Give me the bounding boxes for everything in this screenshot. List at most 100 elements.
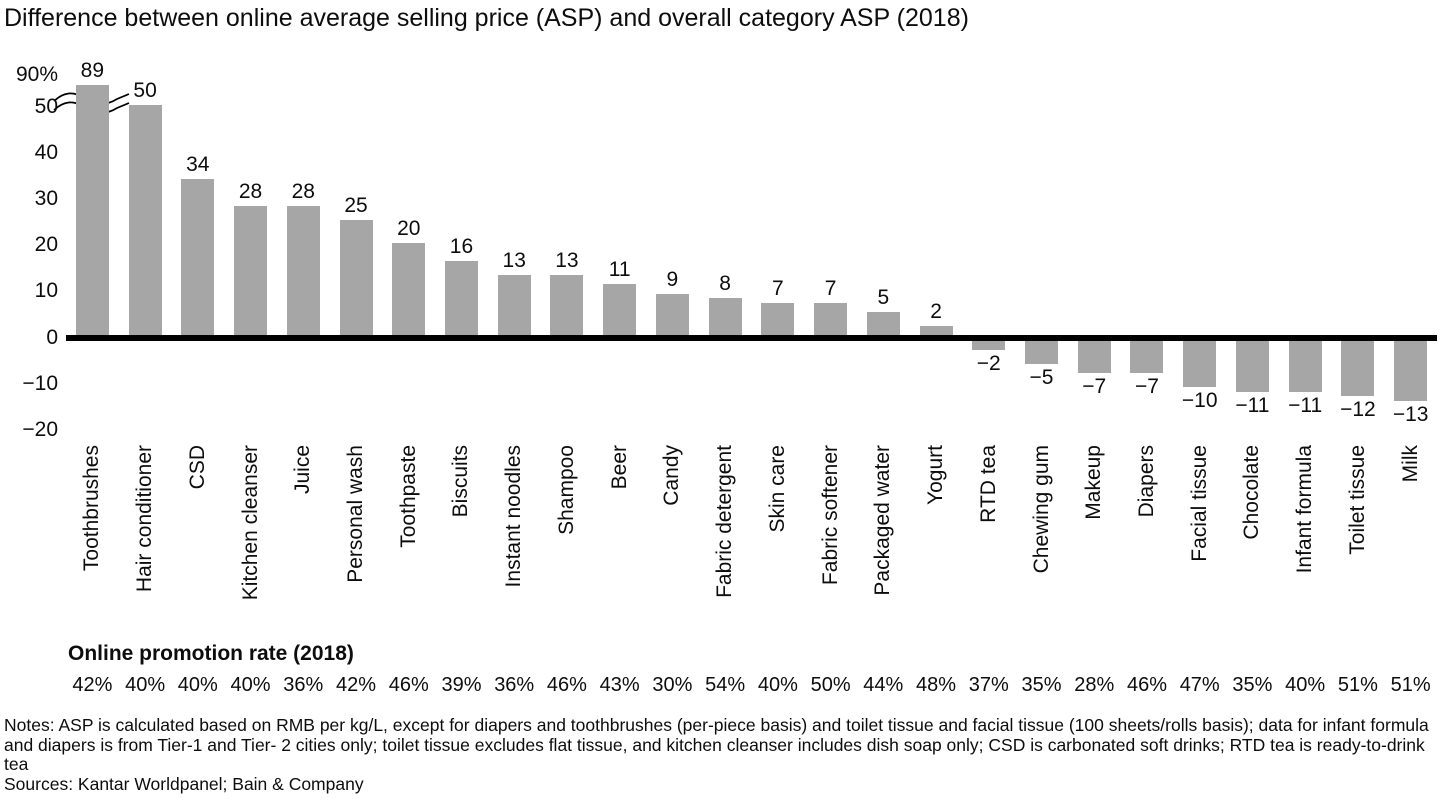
bar — [1130, 341, 1164, 374]
bar — [761, 302, 795, 335]
promo-rate-value: 40% — [1285, 674, 1326, 696]
promo-rate-value: 50% — [810, 674, 851, 696]
category-label: CSD — [185, 445, 209, 490]
bar — [181, 178, 215, 335]
category-label: Toothpaste — [396, 445, 420, 548]
promo-rate-value: 28% — [1074, 674, 1115, 696]
bar-value-label: 28 — [238, 180, 263, 204]
bar — [128, 105, 162, 335]
category-label: Toothbrushes — [80, 445, 104, 572]
bar-value-label: 8 — [719, 272, 731, 296]
promo-rate-value: 46% — [388, 674, 429, 696]
bar — [75, 85, 109, 335]
bar — [603, 284, 637, 335]
promo-rate-value: 42% — [72, 674, 113, 696]
promo-rate-value: 40% — [177, 674, 218, 696]
promo-rate-value: 39% — [441, 674, 482, 696]
bar-value-label: −7 — [1134, 375, 1159, 399]
y-tick-label: −20 — [22, 418, 58, 441]
chart-sources: Sources: Kantar Worldpanel; Bain & Compa… — [4, 773, 364, 794]
chart-title: Difference between online average sellin… — [4, 4, 969, 32]
bar — [497, 275, 531, 335]
bar — [1077, 341, 1111, 374]
category-label: Milk — [1398, 445, 1422, 483]
bar — [708, 298, 742, 335]
y-tick-label: 30 — [34, 187, 58, 210]
promo-rate-value: 42% — [336, 674, 377, 696]
bar — [550, 275, 584, 335]
bar-value-label: 7 — [772, 276, 784, 300]
y-tick-label: −10 — [22, 372, 58, 395]
bar-value-label: 25 — [344, 194, 368, 217]
promo-rate-value: 51% — [1337, 674, 1378, 696]
bar-value-label: 34 — [186, 152, 210, 176]
bar-value-label: 9 — [666, 267, 679, 291]
bar-value-label: 11 — [608, 258, 631, 282]
bar-value-label: 2 — [930, 299, 942, 323]
chart-footer: Notes: ASP is calculated based on RMB pe… — [4, 715, 1438, 794]
bar — [919, 325, 953, 335]
bar-value-label: −11 — [1235, 393, 1270, 417]
promo-rate-value: 36% — [283, 674, 324, 696]
category-label: Packaged water — [871, 445, 895, 596]
bar — [339, 220, 373, 335]
y-tick-label: 90% — [15, 63, 58, 86]
bar — [286, 206, 320, 335]
category-label: Yogurt — [924, 445, 948, 505]
category-label: Candy — [660, 445, 684, 506]
promo-rate-value: 46% — [546, 674, 587, 696]
promo-rate-value: 51% — [1390, 674, 1431, 696]
category-label: Instant noodles — [502, 445, 526, 588]
promo-rate-value: 35% — [1232, 674, 1273, 696]
category-label: Kitchen cleanser — [238, 445, 262, 601]
y-tick-label: 20 — [34, 233, 58, 256]
category-label: Chewing gum — [1029, 445, 1053, 574]
y-tick-label: 40 — [34, 141, 58, 164]
bar — [392, 243, 426, 335]
promo-rate-value: 40% — [757, 674, 798, 696]
category-label: Beer — [607, 445, 631, 490]
bar-value-label: 7 — [824, 276, 837, 300]
bar — [1394, 341, 1428, 401]
x-axis-line — [66, 335, 1437, 341]
chart-notes: Notes: ASP is calculated based on RMB pe… — [4, 715, 1429, 775]
category-label: Skin care — [765, 445, 789, 533]
bar-value-label: 13 — [555, 249, 579, 273]
bar-value-label: 20 — [397, 217, 421, 240]
bar-value-label: 13 — [502, 249, 526, 273]
promo-rate-value: 54% — [705, 674, 746, 696]
category-label: Shampoo — [554, 445, 578, 535]
bar — [655, 293, 689, 335]
bar — [234, 206, 268, 335]
bar-value-label: −12 — [1340, 398, 1376, 422]
category-label: Personal wash — [344, 445, 368, 583]
promo-rate-value: 47% — [1179, 674, 1220, 696]
bar — [1235, 341, 1269, 392]
promo-rate-value: 48% — [916, 674, 957, 696]
bar — [866, 312, 900, 335]
category-label: Facial tissue — [1187, 445, 1211, 562]
promo-rate-value: 35% — [1021, 674, 1062, 696]
bar — [1341, 341, 1375, 397]
bar — [1183, 341, 1217, 387]
promo-rate-value: 30% — [652, 674, 693, 696]
category-label: Hair conditioner — [133, 445, 157, 593]
promo-rate-value: 40% — [230, 674, 271, 696]
promo-rate-value: 37% — [968, 674, 1009, 696]
bar-value-label: 16 — [449, 235, 474, 259]
category-label: Makeup — [1082, 445, 1106, 520]
bar-value-label: −5 — [1029, 366, 1054, 389]
bar — [444, 261, 478, 335]
bar — [814, 302, 848, 335]
promo-rate-title: Online promotion rate (2018) — [68, 642, 354, 665]
promo-rate-value: 43% — [599, 674, 640, 696]
category-label: Diapers — [1134, 445, 1158, 518]
bar-value-label: 28 — [291, 180, 315, 204]
bar-value-label: 89 — [80, 59, 105, 82]
bar — [972, 341, 1006, 351]
promo-rate-value: 44% — [863, 674, 904, 696]
category-label: Infant formula — [1293, 445, 1317, 574]
category-label: Juice — [291, 445, 315, 495]
